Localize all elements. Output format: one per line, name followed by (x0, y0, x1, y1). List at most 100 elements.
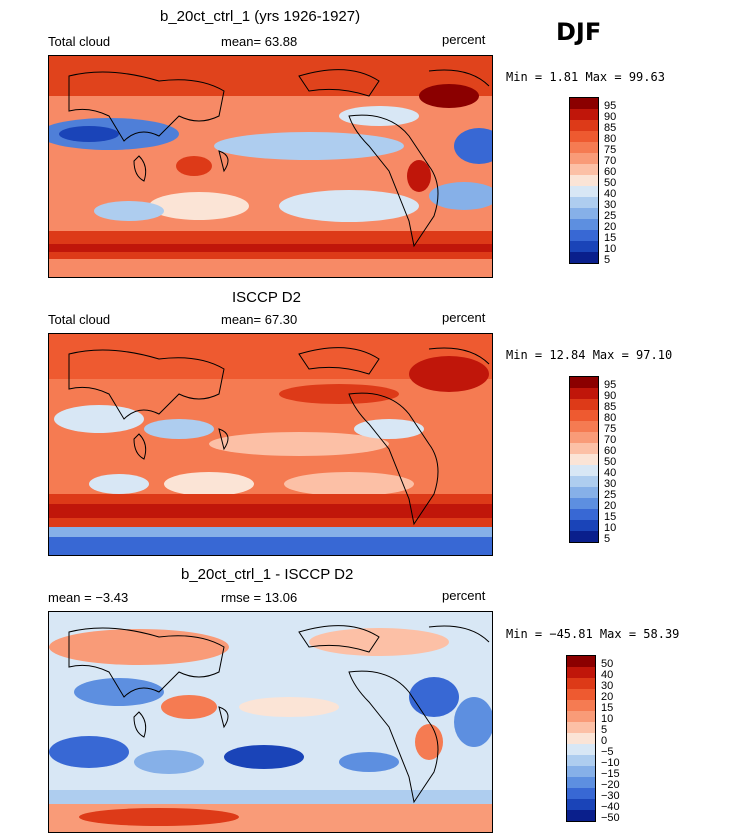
panel1-colorbar-label: 85 (604, 122, 617, 134)
panel2-map (48, 333, 493, 556)
panel2-title: ISCCP D2 (232, 289, 301, 306)
panel1-colorbar-swatch (570, 230, 598, 241)
panel2-colorbar-label: 30 (604, 478, 617, 490)
panel3-colorbar-label: 15 (601, 702, 614, 714)
panel2-units-label: percent (442, 310, 486, 325)
panel2-colorbar-swatch (570, 377, 598, 388)
panel3-colorbar-swatch (567, 777, 595, 788)
panel3-colorbar-swatch (567, 788, 595, 799)
panel1-colorbar-label: 60 (604, 166, 617, 178)
panel2-colorbar-swatch (570, 476, 598, 487)
panel1-colorbar (569, 97, 599, 264)
panel1-colorbar-label: 75 (604, 144, 617, 156)
panel1-colorbar-label: 50 (604, 177, 617, 189)
panel3-colorbar-label: −15 (601, 768, 620, 780)
panel2-colorbar-swatch (570, 487, 598, 498)
panel2-colorbar-swatch (570, 399, 598, 410)
panel3-colorbar-label: 5 (601, 724, 608, 736)
panel1-colorbar-swatch (570, 175, 598, 186)
panel1-colorbar-label: 5 (604, 254, 611, 266)
panel3-colorbar-swatch (567, 656, 595, 667)
panel1-colorbar-swatch (570, 109, 598, 120)
panel2-colorbar-label: 80 (604, 412, 617, 424)
panel1-colorbar-label: 95 (604, 100, 617, 112)
panel1-colorbar-swatch (570, 186, 598, 197)
panel3-colorbar-swatch (567, 799, 595, 810)
panel3-colorbar-swatch (567, 744, 595, 755)
panel3-colorbar-swatch (567, 810, 595, 821)
panel1-colorbar-swatch (570, 219, 598, 230)
panel3-colorbar-swatch (567, 766, 595, 777)
panel1-colorbar-label: 80 (604, 133, 617, 145)
panel1-colorbar-label: 90 (604, 111, 617, 123)
panel2-colorbar-swatch (570, 531, 598, 542)
panel1-colorbar-label: 30 (604, 199, 617, 211)
panel3-rmse-label: rmse = 13.06 (221, 590, 298, 605)
panel3-colorbar-label: 10 (601, 713, 614, 725)
panel3-colorbar-label: 30 (601, 680, 614, 692)
panel2-colorbar-label: 90 (604, 390, 617, 402)
panel1-colorbar-label: 20 (604, 221, 617, 233)
panel1-colorbar-swatch (570, 164, 598, 175)
panel3-colorbar-label: −50 (601, 812, 620, 824)
panel2-colorbar-label: 20 (604, 500, 617, 512)
panel3-units-label: percent (442, 588, 486, 603)
panel2-colorbar-swatch (570, 443, 598, 454)
panel2-colorbar-label: 5 (604, 533, 611, 545)
panel2-colorbar-swatch (570, 520, 598, 531)
panel2-colorbar-swatch (570, 454, 598, 465)
panel1-colorbar-swatch (570, 241, 598, 252)
panel3-colorbar-swatch (567, 722, 595, 733)
panel2-colorbar-swatch (570, 410, 598, 421)
panel1-colorbar-swatch (570, 252, 598, 263)
panel2-colorbar-label: 95 (604, 379, 617, 391)
panel2-mean-label: mean= 67.30 (221, 312, 298, 327)
panel1-colorbar-swatch (570, 120, 598, 131)
panel3-colorbar-label: 20 (601, 691, 614, 703)
panel3-colorbar-label: −20 (601, 779, 620, 791)
panel3-colorbar-swatch (567, 711, 595, 722)
panel2-colorbar-label: 85 (604, 401, 617, 413)
panel3-title: b_20ct_ctrl_1 - ISCCP D2 (181, 566, 354, 583)
panel2-colorbar-swatch (570, 388, 598, 399)
panel3-colorbar-label: −5 (601, 746, 614, 758)
panel3-colorbar-label: −40 (601, 801, 620, 813)
panel1-colorbar-label: 15 (604, 232, 617, 244)
panel2-colorbar-label: 75 (604, 423, 617, 435)
panel3-min-max: Min = −45.81 Max = 58.39 (506, 627, 680, 641)
panel1-colorbar-swatch (570, 98, 598, 109)
panel2-colorbar-swatch (570, 498, 598, 509)
panel3-colorbar-swatch (567, 733, 595, 744)
panel2-colorbar-swatch (570, 421, 598, 432)
panel3-colorbar-label: 40 (601, 669, 614, 681)
panel1-units-label: percent (442, 32, 486, 47)
panel2-variable-label: Total cloud (48, 312, 111, 327)
panel3-colorbar-swatch (567, 755, 595, 766)
panel2-colorbar-swatch (570, 465, 598, 476)
panel1-colorbar-label: 70 (604, 155, 617, 167)
panel3-colorbar-swatch (567, 667, 595, 678)
panel3-colorbar-label: −30 (601, 790, 620, 802)
panel3-map (48, 611, 493, 833)
panel2-min-max: Min = 12.84 Max = 97.10 (506, 348, 673, 362)
panel1-colorbar-label: 25 (604, 210, 617, 222)
panel1-colorbar-swatch (570, 131, 598, 142)
panel2-colorbar-swatch (570, 509, 598, 520)
panel1-mean-label: mean= 63.88 (221, 34, 298, 49)
panel3-colorbar-label: −10 (601, 757, 620, 769)
panel1-colorbar-swatch (570, 142, 598, 153)
panel1-map (48, 55, 493, 278)
panel2-colorbar-label: 50 (604, 456, 617, 468)
panel1-colorbar-label: 40 (604, 188, 617, 200)
panel1-colorbar-swatch (570, 153, 598, 164)
panel1-min-max: Min = 1.81 Max = 99.63 (506, 70, 665, 84)
panel1-colorbar-label: 10 (604, 243, 617, 255)
panel3-colorbar-label: 0 (601, 735, 608, 747)
panel2-colorbar-label: 70 (604, 434, 617, 446)
panel1-title: b_20ct_ctrl_1 (yrs 1926-1927) (160, 8, 361, 25)
panel2-colorbar-label: 25 (604, 489, 617, 501)
panel2-colorbar-swatch (570, 432, 598, 443)
panel3-colorbar-swatch (567, 689, 595, 700)
panel3-colorbar-swatch (567, 678, 595, 689)
panel1-variable-label: Total cloud (48, 34, 111, 49)
